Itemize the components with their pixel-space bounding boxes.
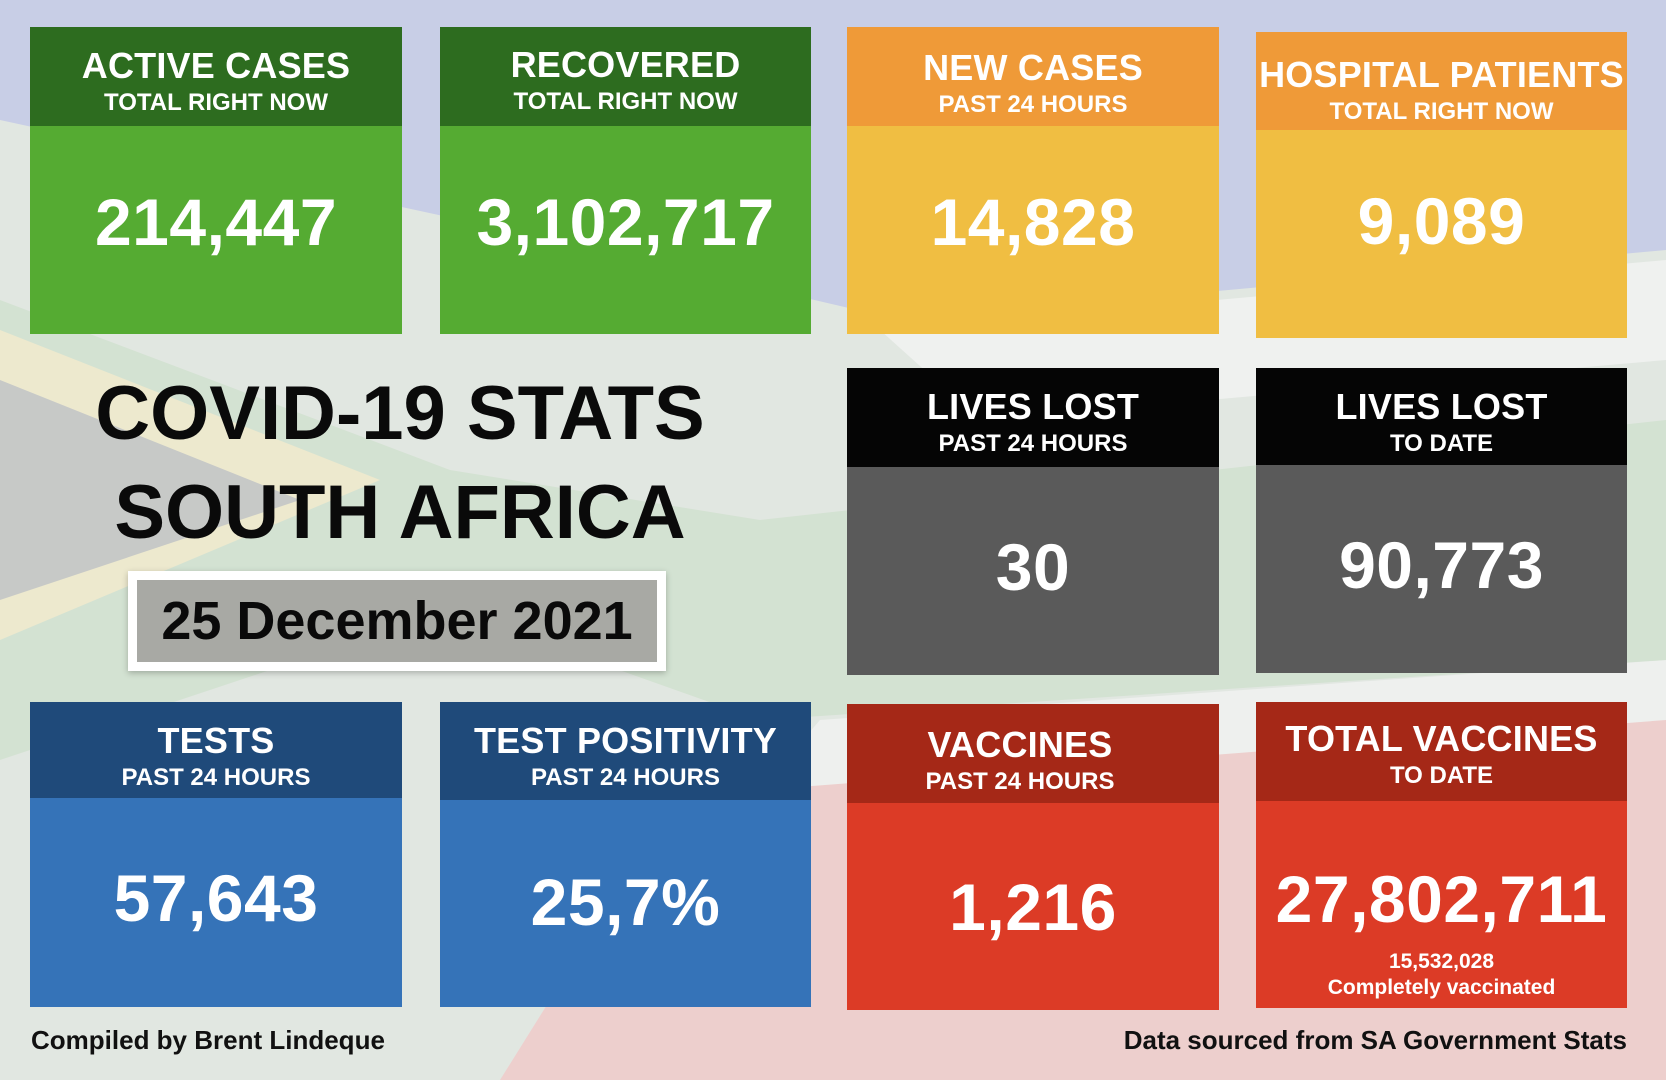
hospital-patients-tile: HOSPITAL PATIENTS TOTAL RIGHT NOW 9,089 — [1256, 32, 1627, 338]
tests-body: 57,643 — [30, 798, 402, 1007]
main-title-line1: COVID-19 STATS — [95, 371, 705, 456]
lives-lost-total-title: LIVES LOST — [1335, 386, 1548, 427]
new-cases-header: NEW CASES PAST 24 HOURS — [847, 27, 1219, 126]
lives-lost-24h-title: LIVES LOST — [926, 386, 1140, 427]
vaccines-24h-tile: VACCINES PAST 24 HOURS 1,216 — [847, 704, 1219, 1010]
new-cases-tile: NEW CASES PAST 24 HOURS 14,828 — [847, 27, 1219, 334]
report-date: 25 December 2021 — [137, 580, 657, 662]
tests-tile: TESTS PAST 24 HOURS 57,643 — [30, 702, 402, 1007]
recovered-tile: RECOVERED TOTAL RIGHT NOW 3,102,717 — [440, 27, 811, 334]
active-cases-header: ACTIVE CASES TOTAL RIGHT NOW — [30, 27, 402, 126]
hospital-patients-subtitle: TOTAL RIGHT NOW — [1329, 98, 1554, 125]
new-cases-title: NEW CASES — [923, 47, 1143, 88]
total-vaccines-body: 27,802,711 15,532,028 Completely vaccina… — [1256, 801, 1627, 1008]
lives-lost-24h-value: 30 — [995, 530, 1071, 604]
vaccines-24h-header: VACCINES PAST 24 HOURS — [847, 704, 1219, 803]
total-vaccines-tile: TOTAL VACCINES TO DATE 27,802,711 15,532… — [1256, 702, 1627, 1008]
hospital-patients-header: HOSPITAL PATIENTS TOTAL RIGHT NOW — [1256, 32, 1627, 130]
hospital-patients-value: 9,089 — [1357, 184, 1526, 258]
active-cases-subtitle: TOTAL RIGHT NOW — [104, 89, 328, 116]
recovered-header: RECOVERED TOTAL RIGHT NOW — [440, 27, 811, 126]
vaccines-24h-value: 1,216 — [949, 870, 1117, 944]
test-positivity-subtitle: PAST 24 HOURS — [531, 764, 720, 791]
tests-value: 57,643 — [113, 861, 319, 935]
recovered-subtitle: TOTAL RIGHT NOW — [513, 88, 738, 115]
vaccines-24h-body: 1,216 — [847, 803, 1219, 1010]
lives-lost-24h-header: LIVES LOST PAST 24 HOURS — [847, 368, 1219, 467]
data-source-credit: Data sourced from SA Government Stats — [1123, 1025, 1627, 1055]
active-cases-value: 214,447 — [94, 185, 338, 259]
new-cases-subtitle: PAST 24 HOURS — [938, 91, 1128, 118]
hospital-patients-body: 9,089 — [1256, 130, 1627, 338]
vaccines-24h-title: VACCINES — [927, 724, 1113, 765]
lives-lost-total-subtitle: TO DATE — [1389, 430, 1494, 457]
lives-lost-total-value: 90,773 — [1339, 528, 1544, 602]
hospital-patients-title: HOSPITAL PATIENTS — [1259, 54, 1624, 95]
tests-header: TESTS PAST 24 HOURS — [30, 702, 402, 798]
lives-lost-24h-tile: LIVES LOST PAST 24 HOURS 30 — [847, 368, 1219, 675]
test-positivity-value: 25,7% — [530, 865, 721, 939]
recovered-value: 3,102,717 — [476, 185, 775, 259]
active-cases-body: 214,447 — [30, 126, 402, 334]
recovered-title: RECOVERED — [510, 44, 741, 85]
lives-lost-total-header: LIVES LOST TO DATE — [1256, 368, 1627, 465]
compiled-by-credit: Compiled by Brent Lindeque — [31, 1025, 385, 1055]
completely-vaccinated-number: 15,532,028 — [1388, 950, 1495, 973]
total-vaccines-value: 27,802,711 — [1275, 862, 1608, 936]
new-cases-body: 14,828 — [847, 126, 1219, 334]
main-title-line2: SOUTH AFRICA — [114, 470, 686, 555]
tests-title: TESTS — [157, 720, 275, 761]
lives-lost-total-body: 90,773 — [1256, 465, 1627, 673]
completely-vaccinated-note: 15,532,028 Completely vaccinated — [1256, 949, 1627, 1001]
test-positivity-title: TEST POSITIVITY — [473, 720, 778, 761]
recovered-body: 3,102,717 — [440, 126, 811, 334]
tests-subtitle: PAST 24 HOURS — [121, 764, 311, 791]
active-cases-tile: ACTIVE CASES TOTAL RIGHT NOW 214,447 — [30, 27, 402, 334]
date-box: 25 December 2021 — [128, 571, 666, 671]
total-vaccines-subtitle: TO DATE — [1389, 762, 1494, 789]
test-positivity-tile: TEST POSITIVITY PAST 24 HOURS 25,7% — [440, 702, 811, 1007]
active-cases-title: ACTIVE CASES — [81, 45, 351, 86]
test-positivity-header: TEST POSITIVITY PAST 24 HOURS — [440, 702, 811, 800]
vaccines-24h-subtitle: PAST 24 HOURS — [925, 768, 1115, 795]
total-vaccines-title: TOTAL VACCINES — [1285, 718, 1598, 759]
lives-lost-total-tile: LIVES LOST TO DATE 90,773 — [1256, 368, 1627, 673]
test-positivity-body: 25,7% — [440, 800, 811, 1007]
total-vaccines-header: TOTAL VACCINES TO DATE — [1256, 702, 1627, 801]
new-cases-value: 14,828 — [930, 185, 1136, 259]
lives-lost-24h-body: 30 — [847, 467, 1219, 675]
completely-vaccinated-label: Completely vaccinated — [1327, 976, 1556, 999]
lives-lost-24h-subtitle: PAST 24 HOURS — [938, 430, 1128, 457]
